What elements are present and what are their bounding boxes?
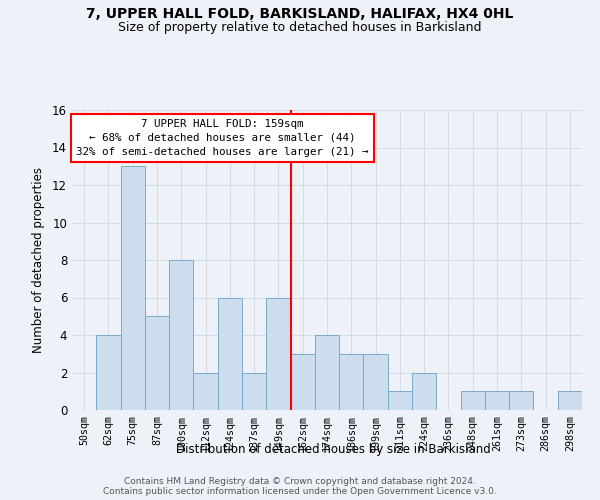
Text: Contains HM Land Registry data © Crown copyright and database right 2024.: Contains HM Land Registry data © Crown c… [124,478,476,486]
Bar [412,372,436,410]
Bar [485,391,509,410]
Bar [290,354,315,410]
Y-axis label: Number of detached properties: Number of detached properties [32,167,45,353]
Bar [364,354,388,410]
Bar [169,260,193,410]
Text: Contains public sector information licensed under the Open Government Licence v3: Contains public sector information licen… [103,488,497,496]
Text: Distribution of detached houses by size in Barkisland: Distribution of detached houses by size … [176,442,490,456]
Bar [339,354,364,410]
Bar [558,391,582,410]
Bar [145,316,169,410]
Bar [96,335,121,410]
Bar [242,372,266,410]
Bar [388,391,412,410]
Bar [218,298,242,410]
Bar [266,298,290,410]
Bar [461,391,485,410]
Text: 7 UPPER HALL FOLD: 159sqm
← 68% of detached houses are smaller (44)
32% of semi-: 7 UPPER HALL FOLD: 159sqm ← 68% of detac… [76,119,368,157]
Bar [121,166,145,410]
Bar [315,335,339,410]
Bar [193,372,218,410]
Bar [509,391,533,410]
Text: 7, UPPER HALL FOLD, BARKISLAND, HALIFAX, HX4 0HL: 7, UPPER HALL FOLD, BARKISLAND, HALIFAX,… [86,8,514,22]
Text: Size of property relative to detached houses in Barkisland: Size of property relative to detached ho… [118,21,482,34]
